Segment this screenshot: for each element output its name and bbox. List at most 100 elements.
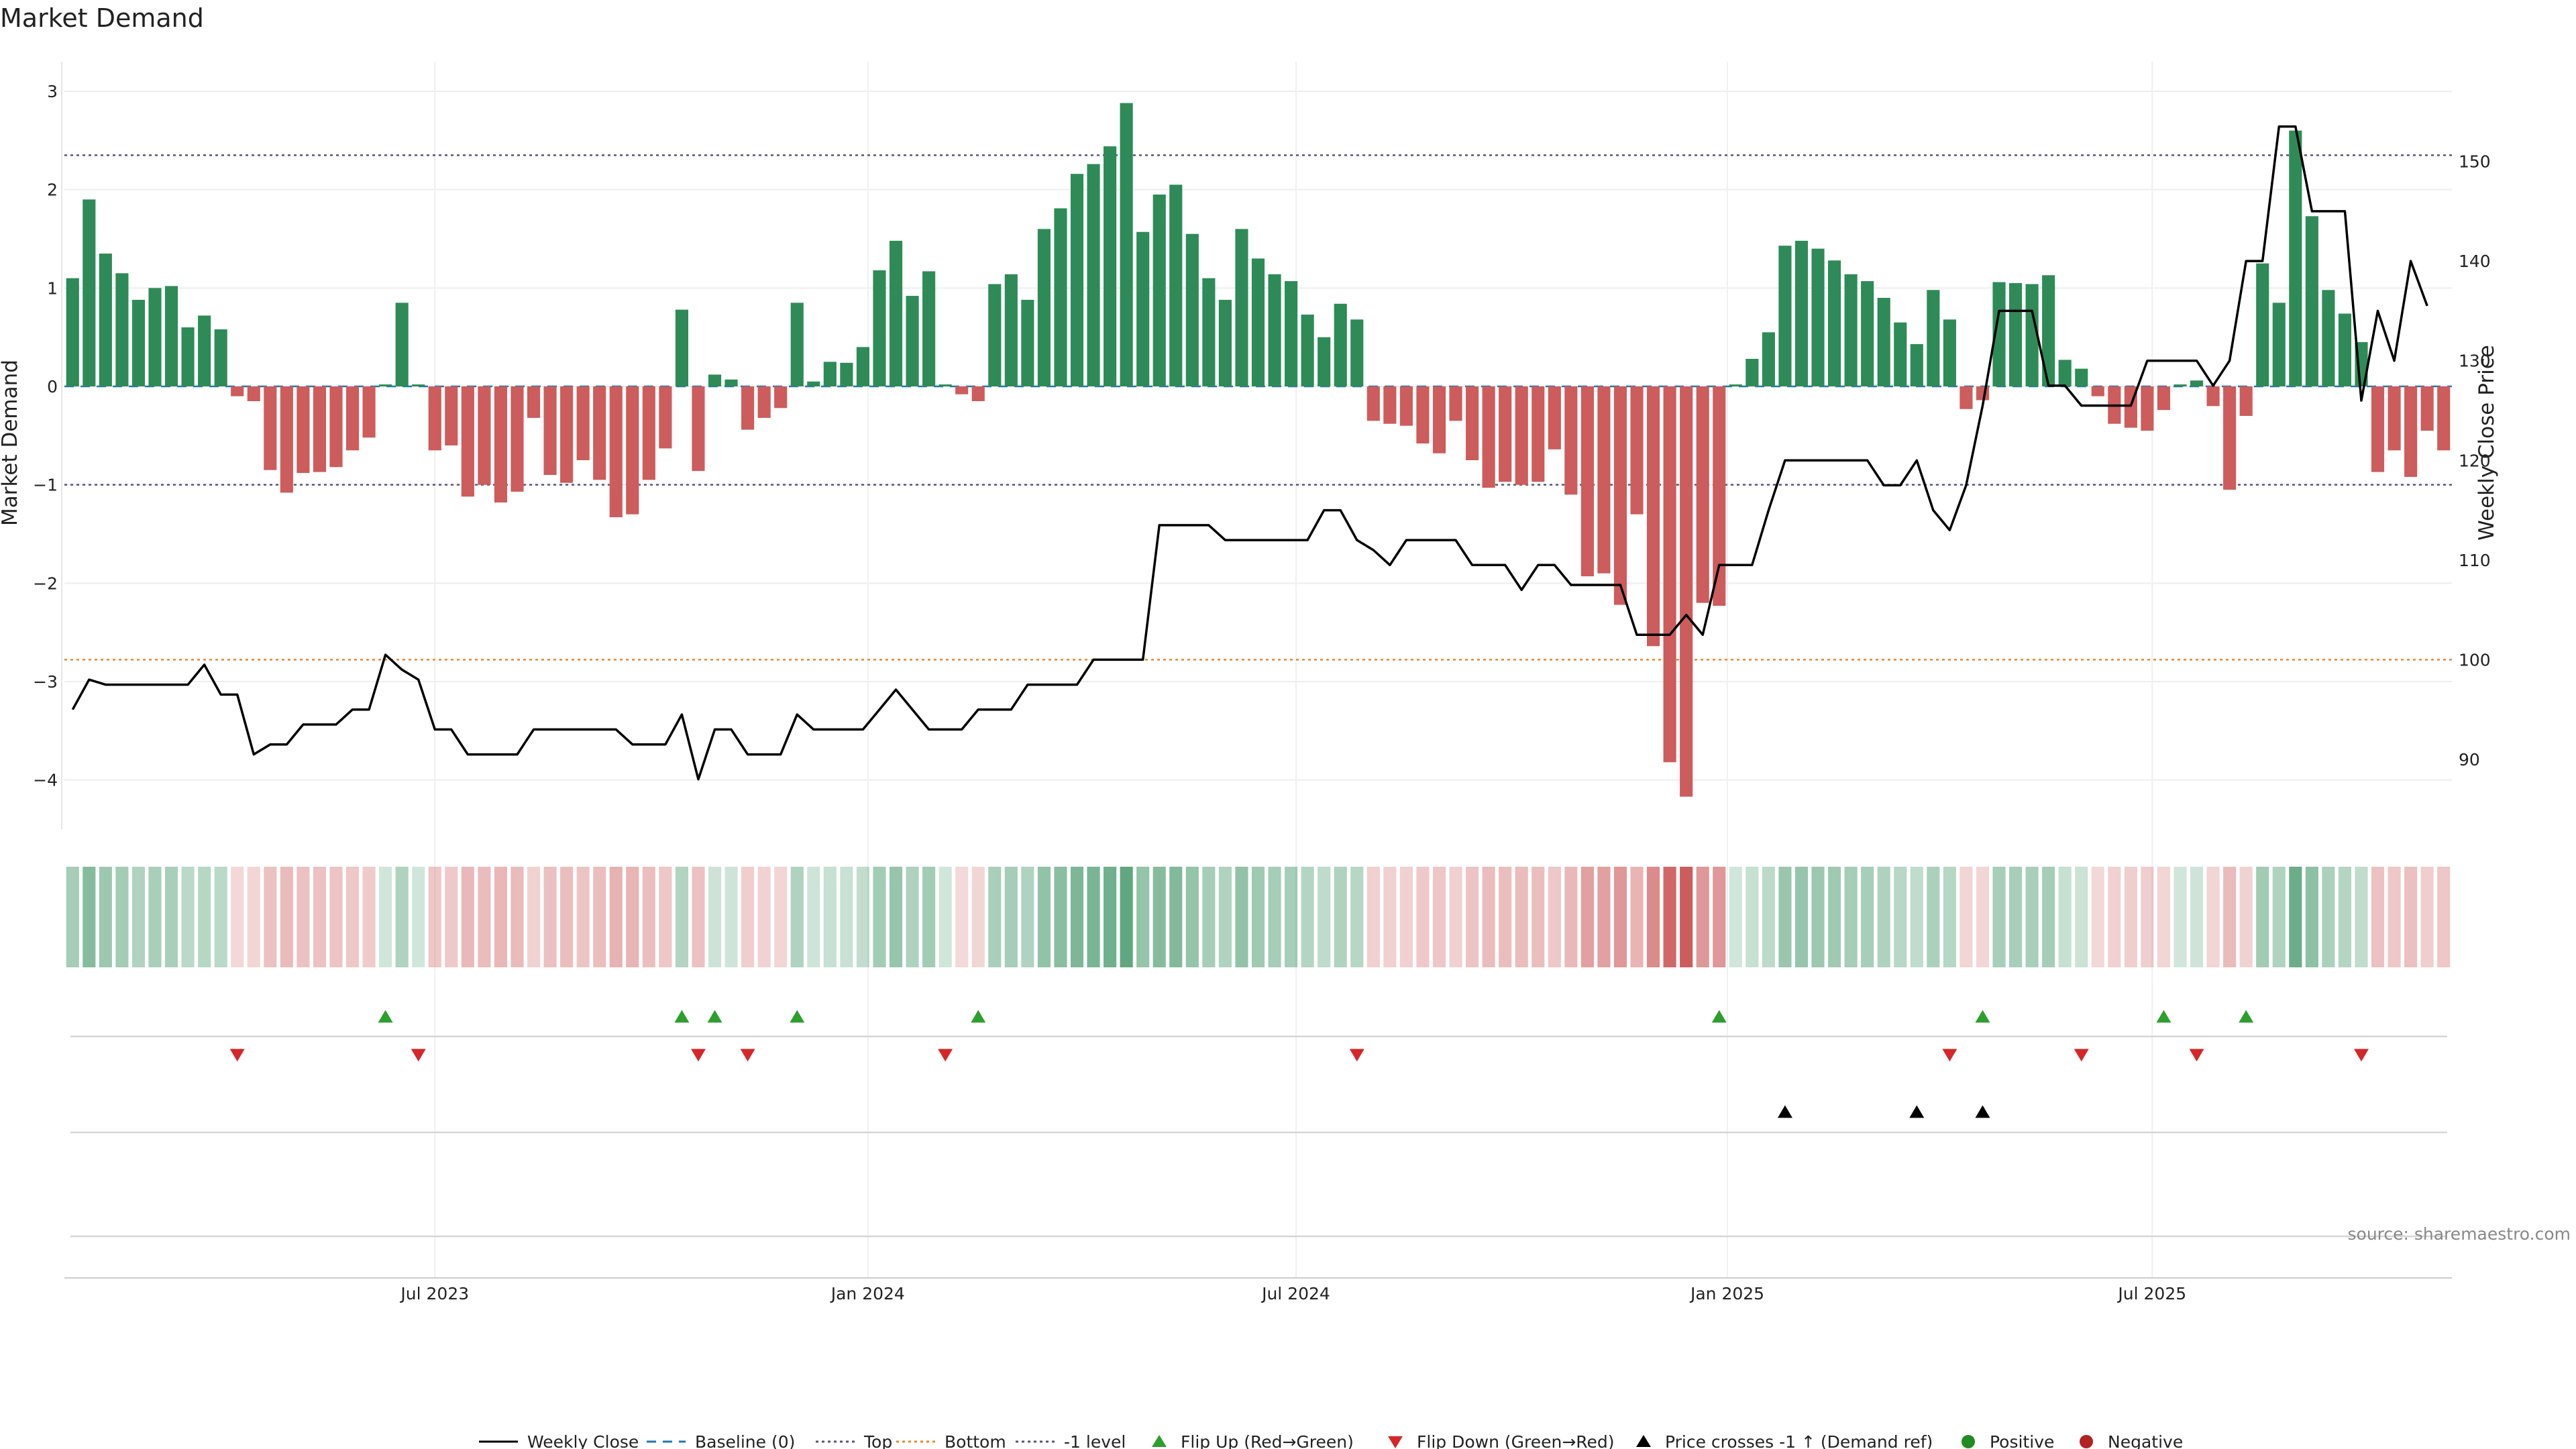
demand-bar — [692, 386, 705, 472]
demand-bar — [1152, 195, 1166, 386]
legend-label: Bottom — [945, 1432, 1006, 1449]
price-cross-marker — [1975, 1105, 1990, 1118]
demand-bar — [1087, 164, 1100, 387]
flip-down-marker — [2189, 1049, 2204, 1062]
legend-label: Top — [863, 1432, 892, 1449]
demand-bar — [2272, 303, 2286, 386]
flip-up-marker — [707, 1010, 722, 1023]
heat-cell — [576, 867, 590, 967]
demand-bar — [1136, 231, 1150, 386]
heat-cell — [1432, 867, 1446, 967]
demand-bar — [922, 271, 936, 386]
demand-bar — [1285, 281, 1298, 386]
heat-cell — [164, 867, 178, 967]
legend-item-flipup: Flip Up (Red→Green) — [1152, 1432, 1354, 1449]
demand-bar — [2157, 386, 2171, 411]
demand-bar — [560, 386, 574, 483]
flip-down-marker — [229, 1049, 245, 1062]
flip-down-marker — [2074, 1049, 2089, 1062]
heat-cell — [1844, 867, 1858, 967]
heat-cell — [1811, 867, 1825, 967]
heat-cell — [2338, 867, 2352, 967]
demand-bar — [1943, 319, 1956, 386]
left-tick-label: −4 — [33, 771, 58, 790]
demand-bar — [626, 386, 639, 515]
demand-bar — [1844, 274, 1858, 386]
demand-bar — [2305, 216, 2318, 386]
legend-item-cross: Price crosses -1 ↑ (Demand ref) — [1636, 1432, 1933, 1449]
demand-bar — [2091, 386, 2104, 396]
right-axis-ticks: 150 140 130 120 110 100 90 — [2459, 152, 2491, 769]
demand-bar — [2025, 284, 2039, 386]
demand-bar — [659, 386, 672, 449]
heat-cell — [198, 867, 211, 967]
demand-bar — [1548, 386, 1561, 449]
legend-swatch — [2080, 1435, 2093, 1448]
demand-bar — [181, 327, 195, 386]
heat-cell — [938, 867, 952, 967]
legend-label: Flip Up (Red→Green) — [1181, 1432, 1354, 1449]
heat-cell — [1943, 867, 1956, 967]
heat-cell — [1416, 867, 1430, 967]
flip-up-marker — [2156, 1010, 2171, 1023]
heat-cell — [2239, 867, 2253, 967]
heat-cell — [2058, 867, 2072, 967]
legend-label: Baseline (0) — [695, 1432, 795, 1449]
heat-cell — [494, 867, 508, 967]
heat-cell — [1120, 867, 1133, 967]
heat-cell — [1663, 867, 1676, 967]
demand-bar — [2223, 386, 2237, 490]
heat-cell — [1350, 867, 1364, 967]
demand-bar — [264, 386, 277, 470]
heat-cell — [313, 867, 327, 967]
demand-bar — [247, 386, 260, 401]
demand-bar — [1663, 386, 1676, 763]
heat-cell — [988, 867, 1002, 967]
demand-bar — [1564, 386, 1578, 495]
demand-bar — [1169, 184, 1183, 386]
heat-cell — [560, 867, 574, 967]
demand-bar — [2338, 313, 2352, 386]
legend-label: Price crosses -1 ↑ (Demand ref) — [1665, 1432, 1933, 1449]
demand-bar — [494, 386, 508, 503]
legend-item-neg: Negative — [2080, 1432, 2183, 1449]
legend-item-bottom: Bottom — [896, 1432, 1006, 1449]
heat-cell — [1532, 867, 1545, 967]
heat-cell — [2157, 867, 2171, 967]
flip-down-marker — [1349, 1049, 1364, 1062]
demand-bar — [231, 386, 244, 396]
demand-bar — [1350, 319, 1364, 386]
demand-bar — [1976, 386, 1990, 400]
demand-bar — [2042, 275, 2055, 386]
heat-cell — [724, 867, 738, 967]
heat-cell — [2190, 867, 2204, 967]
heat-cell — [1580, 867, 1594, 967]
heat-cell — [1548, 867, 1561, 967]
grid — [61, 62, 2452, 1278]
heat-cell — [280, 867, 293, 967]
heat-cell — [1104, 867, 1117, 967]
demand-bar — [708, 374, 722, 386]
demand-bar — [1515, 386, 1528, 485]
heat-cell — [955, 867, 969, 967]
heat-cell — [1202, 867, 1216, 967]
left-tick-label: −3 — [33, 672, 58, 692]
legend-label: Flip Down (Green→Red) — [1417, 1432, 1615, 1449]
legend-item-flipdown: Flip Down (Green→Red) — [1388, 1432, 1615, 1449]
heat-cell — [823, 867, 837, 967]
heat-cell — [2206, 867, 2220, 967]
flip-down-marker — [2354, 1049, 2369, 1062]
demand-bar — [873, 270, 886, 386]
demand-bar — [1778, 246, 1792, 386]
demand-bar — [2322, 290, 2335, 386]
heat-cell — [2256, 867, 2269, 967]
demand-bar — [1318, 337, 1331, 386]
left-tick-label: −1 — [33, 476, 58, 495]
right-axis-label: Weekly Close Price — [2475, 345, 2499, 541]
heat-cell — [148, 867, 162, 967]
demand-bar — [131, 299, 146, 386]
demand-bar — [511, 386, 524, 492]
heat-cell — [2108, 867, 2121, 967]
demand-bar — [1680, 386, 1693, 797]
demand-bar — [1334, 303, 1347, 386]
